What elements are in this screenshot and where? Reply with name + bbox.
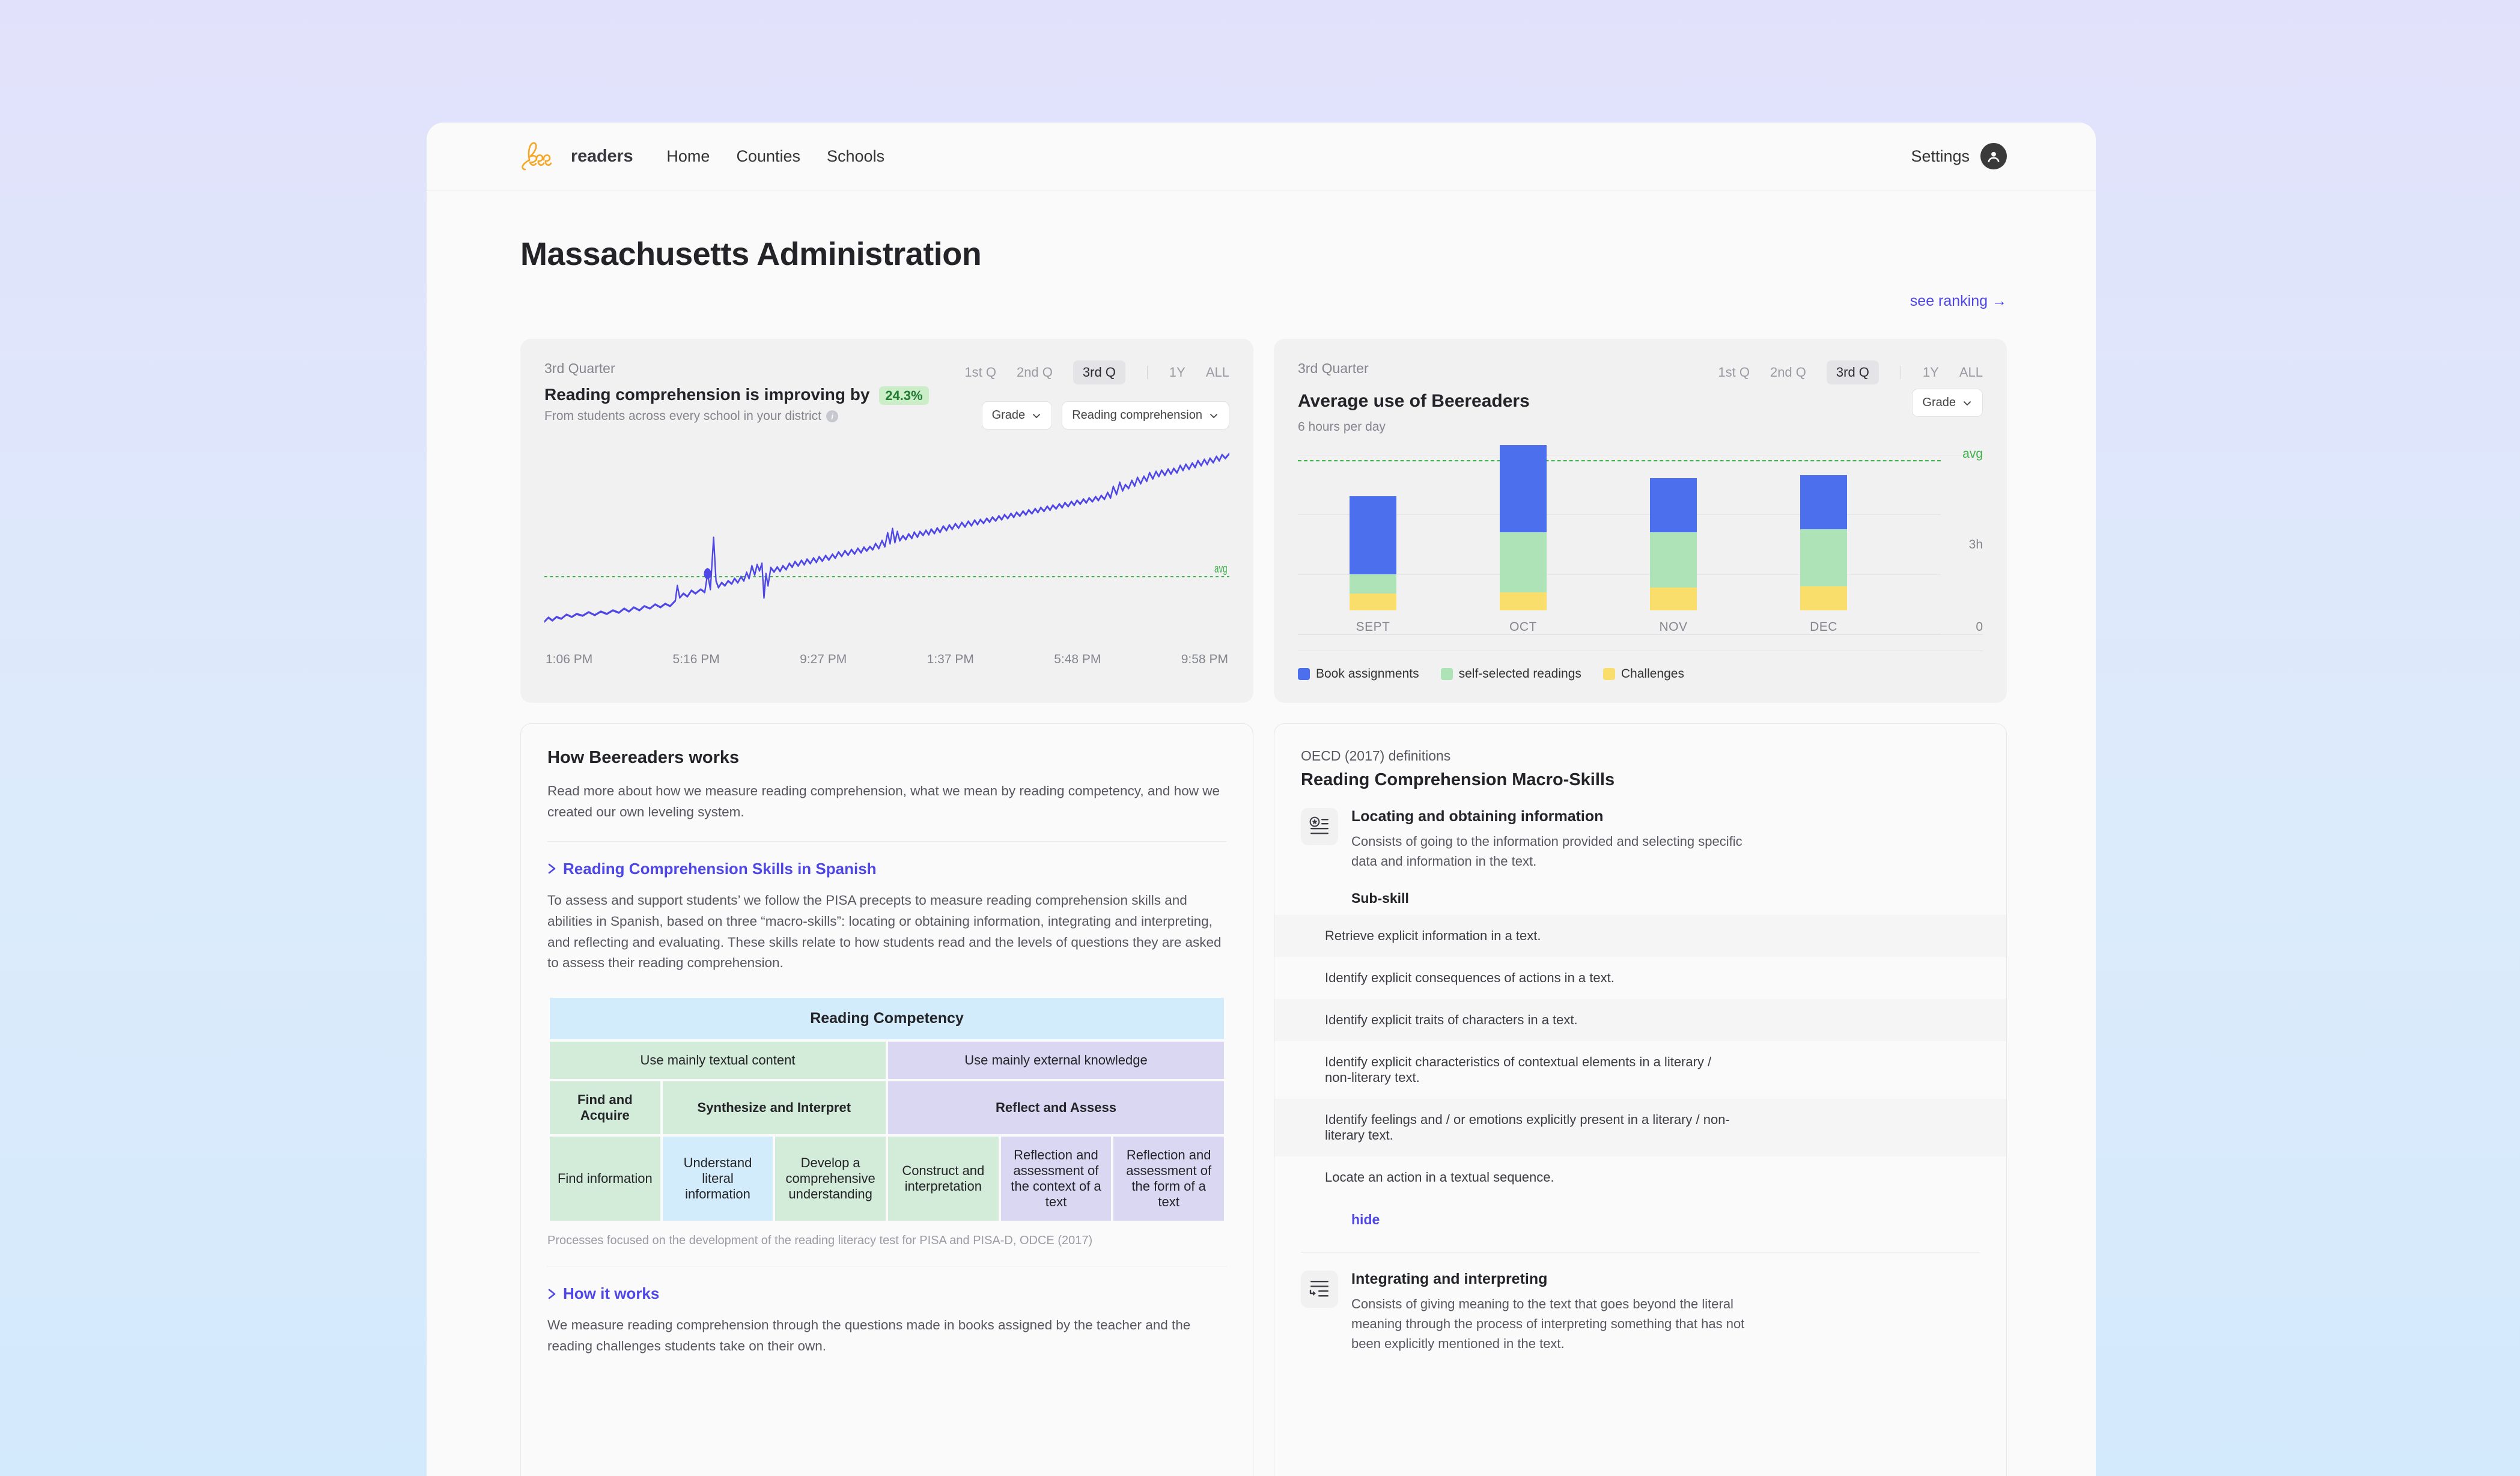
svg-text:avg: avg — [1214, 562, 1228, 575]
